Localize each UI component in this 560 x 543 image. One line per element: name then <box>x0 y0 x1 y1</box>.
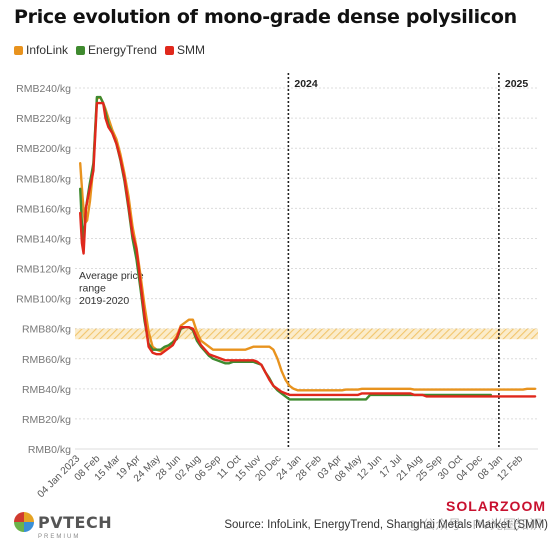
pvtech-logo: PVTECH PREMIUM <box>14 512 113 540</box>
legend-item: InfoLink <box>14 43 68 57</box>
y-tick-label: RMB40/kg <box>22 384 71 396</box>
legend-swatch <box>76 45 86 55</box>
legend-item: EnergyTrend <box>76 43 157 57</box>
average-price-band <box>75 328 538 340</box>
year-label: 2024 <box>294 78 318 90</box>
legend-swatch <box>14 45 23 55</box>
y-tick-label: RMB100/kg <box>16 294 71 306</box>
solarzoom-watermark: SOLARZOOM <box>446 498 546 514</box>
legend-swatch <box>164 45 174 55</box>
y-tick-label: RMB220/kg <box>16 113 71 125</box>
series-line-smm <box>79 101 537 398</box>
y-tick-label: RMB120/kg <box>16 264 71 276</box>
y-tick-label: RMB160/kg <box>16 203 71 215</box>
legend-item: SMM <box>164 43 205 57</box>
y-tick-label: RMB0/kg <box>28 444 71 456</box>
legend: InfoLink EnergyTrend SMM <box>14 43 205 57</box>
series-line-energytrend <box>79 95 492 401</box>
source-note: Source: InfoLink, EnergyTrend, Shanghai … <box>224 519 548 531</box>
y-tick-label: RMB240/kg <box>16 83 71 95</box>
legend-label: SMM <box>176 43 205 57</box>
y-tick-label: RMB20/kg <box>22 414 71 426</box>
band-label: Average price range 2019-2020 <box>79 270 144 307</box>
y-tick-label: RMB140/kg <box>16 233 71 245</box>
y-tick-label: RMB80/kg <box>22 324 71 336</box>
y-tick-label: RMB200/kg <box>16 143 71 155</box>
chart-title: Price evolution of mono-grade dense poly… <box>14 6 517 28</box>
legend-label: EnergyTrend <box>88 43 157 57</box>
legend-label: InfoLink <box>26 43 69 57</box>
y-tick-label: RMB60/kg <box>22 354 71 366</box>
pvtech-logo-icon <box>14 512 34 532</box>
logo-text: PVTECH <box>38 512 113 532</box>
logo-subtitle: PREMIUM <box>38 534 81 540</box>
wechat-watermark: ◎ 公众号 · PV光圈知识 <box>407 517 542 532</box>
year-label: 2025 <box>505 78 529 90</box>
y-tick-label: RMB180/kg <box>16 173 71 185</box>
series-line-infolink <box>79 95 537 392</box>
